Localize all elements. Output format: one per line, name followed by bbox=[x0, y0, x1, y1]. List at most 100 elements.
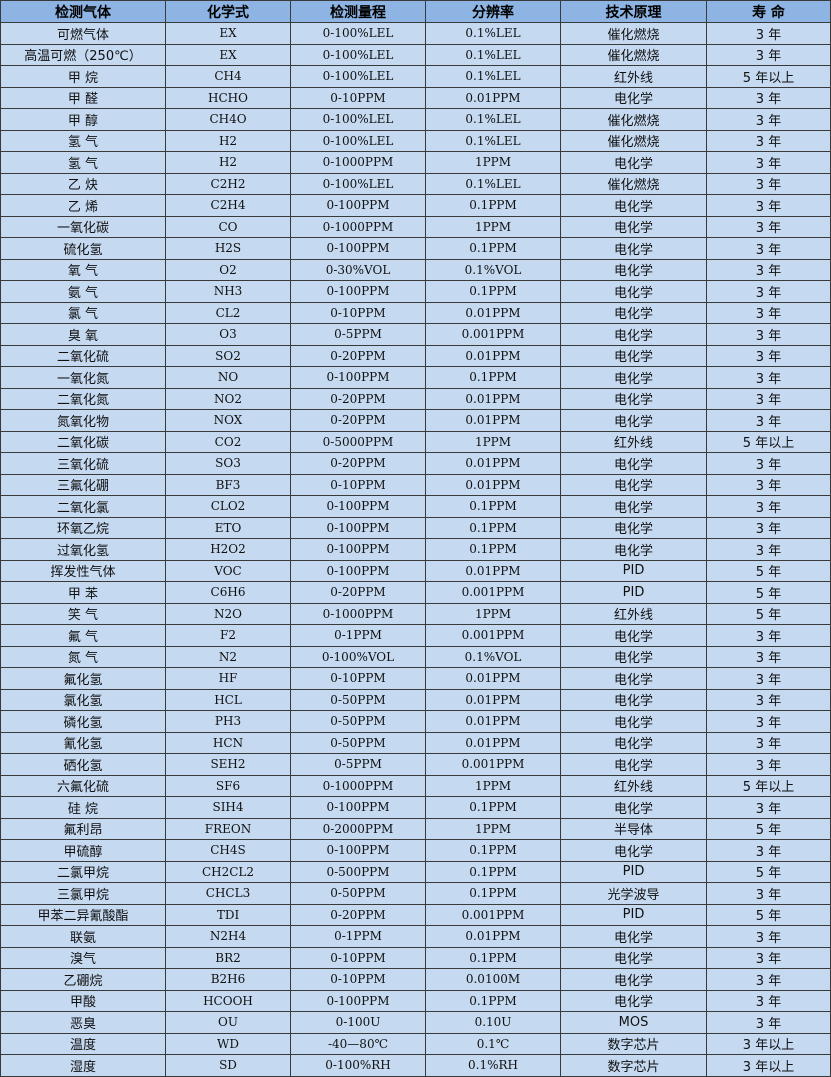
cell-lifespan: 3 年 bbox=[706, 387, 831, 410]
cell-range: 0-100%VOL bbox=[290, 645, 426, 668]
cell-principle: 电化学 bbox=[560, 968, 707, 991]
cell-resolution: 0.01PPM bbox=[425, 667, 561, 690]
cell-formula: SD bbox=[165, 1054, 291, 1077]
cell-lifespan: 3 年 bbox=[706, 495, 831, 518]
cell-gas-name: 氮氧化物 bbox=[0, 409, 166, 432]
cell-gas-name: 三氧化硫 bbox=[0, 452, 166, 475]
cell-gas-name: 臭 氧 bbox=[0, 323, 166, 346]
cell-gas-name: 甲 苯 bbox=[0, 581, 166, 604]
cell-principle: 电化学 bbox=[560, 495, 707, 518]
cell-gas-name: 磷化氢 bbox=[0, 710, 166, 733]
table-row: 二氧化氮 NO2 0-20PPM 0.01PPM 电化学 3 年 bbox=[0, 387, 831, 410]
cell-formula: H2 bbox=[165, 151, 291, 174]
cell-resolution: 0.001PPM bbox=[425, 903, 561, 926]
cell-gas-name: 氟化氢 bbox=[0, 667, 166, 690]
cell-range: 0-100%LEL bbox=[290, 65, 426, 88]
cell-range: 0-1PPM bbox=[290, 624, 426, 647]
cell-lifespan: 3 年 bbox=[706, 194, 831, 217]
cell-formula: ETO bbox=[165, 516, 291, 539]
cell-principle: 半导体 bbox=[560, 817, 707, 840]
cell-range: 0-100%LEL bbox=[290, 22, 426, 45]
cell-resolution: 0.01PPM bbox=[425, 710, 561, 733]
cell-resolution: 0.001PPM bbox=[425, 323, 561, 346]
cell-principle: 电化学 bbox=[560, 215, 707, 238]
cell-gas-name: 氟利昂 bbox=[0, 817, 166, 840]
cell-resolution: 1PPM bbox=[425, 430, 561, 453]
cell-formula: O2 bbox=[165, 258, 291, 281]
cell-principle: 电化学 bbox=[560, 624, 707, 647]
cell-resolution: 0.1%VOL bbox=[425, 258, 561, 281]
cell-gas-name: 甲硫醇 bbox=[0, 839, 166, 862]
cell-resolution: 0.1%LEL bbox=[425, 172, 561, 195]
cell-principle: 电化学 bbox=[560, 710, 707, 733]
cell-range: 0-50PPM bbox=[290, 731, 426, 754]
cell-principle: PID bbox=[560, 860, 707, 883]
cell-lifespan: 5 年以上 bbox=[706, 430, 831, 453]
cell-resolution: 0.01PPM bbox=[425, 344, 561, 367]
cell-formula: CO bbox=[165, 215, 291, 238]
cell-gas-name: 二氧化氮 bbox=[0, 387, 166, 410]
cell-principle: 电化学 bbox=[560, 796, 707, 819]
cell-resolution: 0.1PPM bbox=[425, 194, 561, 217]
cell-range: 0-20PPM bbox=[290, 452, 426, 475]
cell-lifespan: 3 年 bbox=[706, 108, 831, 131]
cell-formula: HCHO bbox=[165, 86, 291, 109]
cell-gas-name: 氯化氢 bbox=[0, 688, 166, 711]
table-row: 磷化氢 PH3 0-50PPM 0.01PPM 电化学 3 年 bbox=[0, 710, 831, 733]
cell-resolution: 0.1PPM bbox=[425, 538, 561, 561]
cell-gas-name: 乙 炔 bbox=[0, 172, 166, 195]
cell-range: 0-1000PPM bbox=[290, 215, 426, 238]
cell-resolution: 0.1%VOL bbox=[425, 645, 561, 668]
cell-resolution: 0.1%LEL bbox=[425, 108, 561, 131]
cell-resolution: 0.1PPM bbox=[425, 882, 561, 905]
cell-lifespan: 5 年 bbox=[706, 860, 831, 883]
cell-principle: 电化学 bbox=[560, 516, 707, 539]
cell-principle: 电化学 bbox=[560, 946, 707, 969]
cell-range: 0-5000PPM bbox=[290, 430, 426, 453]
cell-principle: 催化燃烧 bbox=[560, 108, 707, 131]
table-row: 三氧化硫 SO3 0-20PPM 0.01PPM 电化学 3 年 bbox=[0, 452, 831, 475]
table-row: 氧 气 O2 0-30%VOL 0.1%VOL 电化学 3 年 bbox=[0, 258, 831, 281]
table-row: 二氧化氯 CLO2 0-100PPM 0.1PPM 电化学 3 年 bbox=[0, 495, 831, 518]
cell-gas-name: 恶臭 bbox=[0, 1011, 166, 1034]
cell-principle: 电化学 bbox=[560, 280, 707, 303]
table-row: 甲 醛 HCHO 0-10PPM 0.01PPM 电化学 3 年 bbox=[0, 86, 831, 109]
cell-gas-name: 二氧化硫 bbox=[0, 344, 166, 367]
cell-gas-name: 甲苯二异氰酸酯 bbox=[0, 903, 166, 926]
cell-lifespan: 5 年 bbox=[706, 602, 831, 625]
cell-lifespan: 3 年 bbox=[706, 538, 831, 561]
cell-range: 0-30%VOL bbox=[290, 258, 426, 281]
cell-range: 0-20PPM bbox=[290, 344, 426, 367]
cell-gas-name: 氟 气 bbox=[0, 624, 166, 647]
table-row: 二氧化硫 SO2 0-20PPM 0.01PPM 电化学 3 年 bbox=[0, 344, 831, 367]
cell-gas-name: 氰化氢 bbox=[0, 731, 166, 754]
cell-formula: CHCL3 bbox=[165, 882, 291, 905]
cell-range: 0-50PPM bbox=[290, 688, 426, 711]
cell-range: 0-100%LEL bbox=[290, 129, 426, 152]
cell-lifespan: 3 年 bbox=[706, 731, 831, 754]
cell-resolution: 0.1%LEL bbox=[425, 22, 561, 45]
cell-lifespan: 3 年 bbox=[706, 129, 831, 152]
table-row: 挥发性气体 VOC 0-100PPM 0.01PPM PID 5 年 bbox=[0, 559, 831, 582]
cell-range: 0-100PPM bbox=[290, 796, 426, 819]
column-header-range: 检测量程 bbox=[290, 0, 426, 23]
cell-resolution: 0.0100M bbox=[425, 968, 561, 991]
cell-formula: WD bbox=[165, 1032, 291, 1055]
cell-formula: NOX bbox=[165, 409, 291, 432]
cell-principle: 催化燃烧 bbox=[560, 172, 707, 195]
cell-gas-name: 二氧化碳 bbox=[0, 430, 166, 453]
table-row: 六氟化硫 SF6 0-1000PPM 1PPM 红外线 5 年以上 bbox=[0, 774, 831, 797]
cell-principle: 红外线 bbox=[560, 430, 707, 453]
cell-lifespan: 3 年 bbox=[706, 1011, 831, 1034]
cell-gas-name: 氧 气 bbox=[0, 258, 166, 281]
cell-formula: FREON bbox=[165, 817, 291, 840]
cell-gas-name: 氢 气 bbox=[0, 129, 166, 152]
cell-formula: CH4O bbox=[165, 108, 291, 131]
cell-formula: OU bbox=[165, 1011, 291, 1034]
cell-principle: 电化学 bbox=[560, 473, 707, 496]
cell-formula: H2O2 bbox=[165, 538, 291, 561]
cell-gas-name: 六氟化硫 bbox=[0, 774, 166, 797]
cell-resolution: 0.1%LEL bbox=[425, 65, 561, 88]
cell-lifespan: 3 年 bbox=[706, 22, 831, 45]
cell-gas-name: 笑 气 bbox=[0, 602, 166, 625]
